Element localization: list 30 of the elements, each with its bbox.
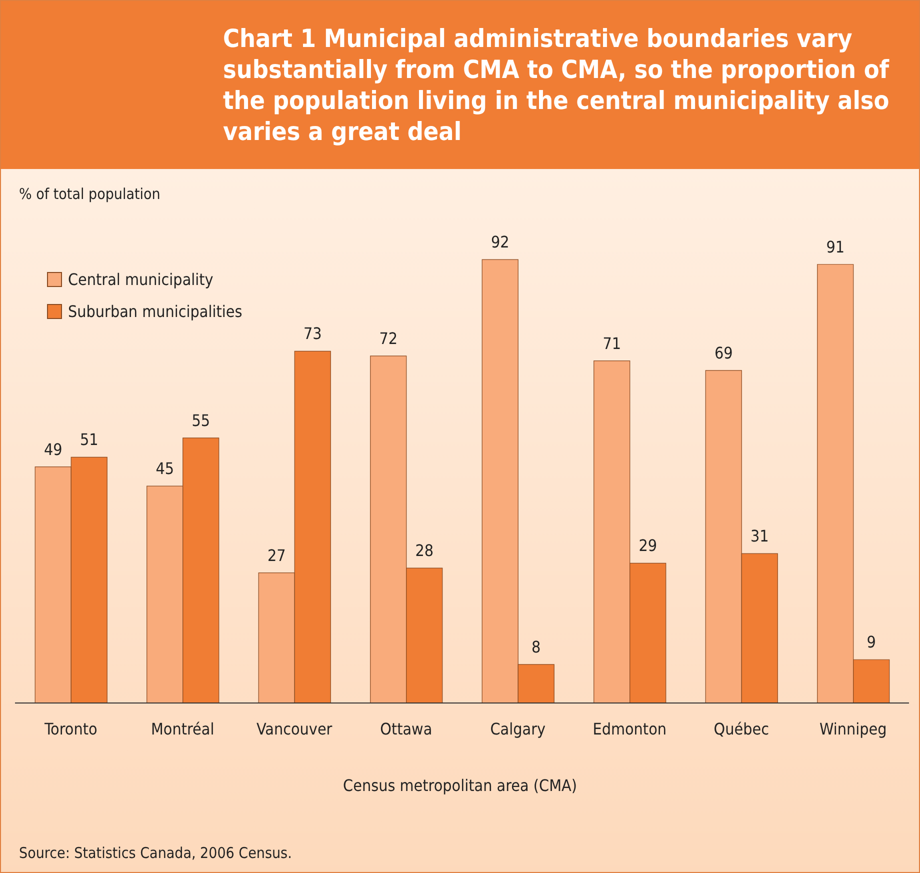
legend-label: Central municipality [68, 270, 214, 288]
x-tick-label: Montréal [151, 719, 214, 738]
data-label: 29 [638, 536, 658, 556]
x-tick-label: Vancouver [256, 719, 332, 738]
x-tick-label: Toronto [43, 719, 98, 738]
data-label: 73 [303, 324, 322, 344]
source-note: Source: Statistics Canada, 2006 Census. [19, 844, 292, 862]
legend-label: Suburban municipalities [68, 302, 242, 320]
data-label: 91 [826, 237, 845, 256]
x-tick-label: Calgary [490, 719, 546, 738]
data-label: 49 [44, 440, 62, 459]
data-label: 31 [750, 526, 769, 546]
x-axis-title: Census metropolitan area (CMA) [342, 776, 578, 795]
x-tick-label: Winnipeg [819, 719, 887, 738]
x-tick-label: Edmonton [592, 719, 667, 738]
text: % of total population [19, 185, 160, 203]
data-label: 92 [490, 232, 510, 252]
data-label: 45 [156, 459, 174, 478]
data-label: 8 [532, 637, 541, 656]
data-label: 51 [80, 430, 98, 450]
data-label: 71 [602, 334, 622, 353]
data-label: 27 [267, 546, 286, 565]
data-label: 72 [379, 328, 398, 348]
data-label: 28 [415, 541, 434, 560]
x-tick-label: Ottawa [380, 719, 432, 738]
data-label: 55 [192, 410, 210, 430]
data-label: 9 [866, 632, 876, 652]
x-tick-label: Québec [714, 719, 770, 738]
data-label: 69 [714, 343, 733, 362]
chart-title: Chart 1 Municipal administrative boundaries vary substantially from CMA to CMA, so the proportion of the population living in the central municipality also varies a great deal [223, 23, 890, 147]
